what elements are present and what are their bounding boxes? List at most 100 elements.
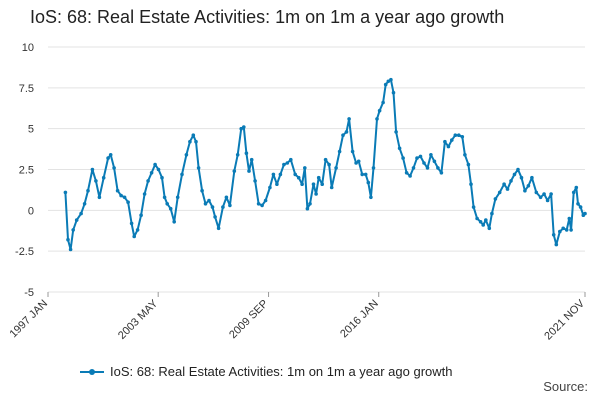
data-point [554, 242, 559, 247]
data-point [216, 226, 221, 231]
data-point [156, 167, 161, 172]
data-point [341, 133, 345, 137]
data-point [203, 202, 208, 206]
data-point [567, 216, 572, 221]
data-point [360, 172, 365, 177]
data-point [293, 172, 298, 177]
data-point [97, 195, 102, 200]
data-point [509, 179, 513, 183]
y-tick-label: 7.5 [19, 83, 34, 95]
data-point [135, 228, 140, 232]
data-point [502, 182, 506, 186]
data-point [484, 218, 488, 222]
data-point [139, 213, 143, 217]
data-point [534, 190, 539, 195]
data-point [371, 166, 376, 170]
x-tick-label: 2003 MAY [116, 297, 161, 342]
data-point [165, 202, 169, 206]
data-point [576, 202, 580, 206]
data-point [90, 167, 95, 172]
data-point [126, 200, 130, 204]
data-point [112, 166, 116, 170]
data-point [74, 218, 79, 222]
x-tick-label: 2009 SEP [227, 298, 271, 342]
data-point [196, 166, 201, 170]
data-point [316, 175, 321, 180]
data-point [460, 135, 465, 139]
data-point [275, 182, 279, 186]
chart-title: IoS: 68: Real Estate Activities: 1m on 1… [30, 7, 505, 27]
data-point [303, 166, 307, 170]
data-point [334, 166, 338, 170]
data-point [79, 211, 83, 216]
data-point [478, 220, 483, 224]
data-point [300, 182, 304, 186]
series-line [64, 78, 586, 251]
data-point [475, 216, 479, 221]
data-point [282, 162, 286, 167]
legend: IoS: 68: Real Estate Activities: 1m on 1… [80, 364, 453, 379]
data-point [221, 205, 225, 209]
data-point [481, 223, 486, 227]
data-point [194, 139, 198, 144]
data-point [401, 156, 405, 160]
data-point [446, 144, 451, 149]
data-point [119, 193, 123, 198]
data-point [224, 195, 229, 200]
data-point [263, 198, 268, 203]
data-point [239, 126, 243, 131]
data-point [383, 82, 388, 87]
data-point [558, 229, 562, 234]
data-point [463, 153, 467, 157]
data-point [369, 195, 373, 200]
data-point [497, 190, 502, 195]
data-point [391, 90, 396, 95]
data-point [305, 206, 310, 211]
data-point [375, 117, 379, 121]
data-point [574, 185, 579, 190]
data-point [411, 166, 416, 170]
data-point [505, 187, 510, 191]
data-point [356, 159, 361, 164]
data-point [425, 166, 430, 170]
data-point [571, 190, 576, 195]
data-point [583, 211, 587, 216]
data-point [180, 172, 184, 177]
y-tick-label: 2.5 [19, 165, 34, 177]
y-tick-label: 5 [28, 124, 34, 136]
data-point [86, 188, 90, 193]
data-point [66, 237, 70, 242]
data-point [256, 202, 261, 206]
data-point [329, 185, 334, 190]
data-point [175, 195, 180, 200]
data-point [538, 195, 543, 200]
data-point [168, 206, 173, 211]
data-point [466, 162, 471, 167]
data-point [386, 79, 391, 84]
data-point [327, 162, 331, 167]
data-point [569, 228, 573, 232]
data-point [487, 226, 492, 231]
data-point [122, 195, 127, 200]
data-point [519, 175, 524, 180]
data-point [132, 234, 136, 239]
data-point [564, 228, 569, 232]
data-point [146, 179, 150, 183]
data-point [308, 202, 312, 206]
gridlines [48, 46, 585, 293]
data-point [377, 108, 382, 113]
data-point [271, 172, 276, 177]
data-point [354, 161, 358, 165]
data-point [289, 157, 293, 162]
data-point [408, 174, 412, 178]
data-point [149, 171, 154, 175]
y-tick-label: 10 [22, 42, 34, 54]
data-point [381, 100, 385, 105]
x-tick-label: 2021 NOV [542, 297, 587, 342]
data-point [337, 149, 342, 154]
data-point [247, 169, 251, 173]
data-point [232, 169, 237, 173]
y-tick-label: 0 [28, 205, 34, 217]
data-point [320, 182, 325, 186]
data-point [493, 197, 498, 201]
